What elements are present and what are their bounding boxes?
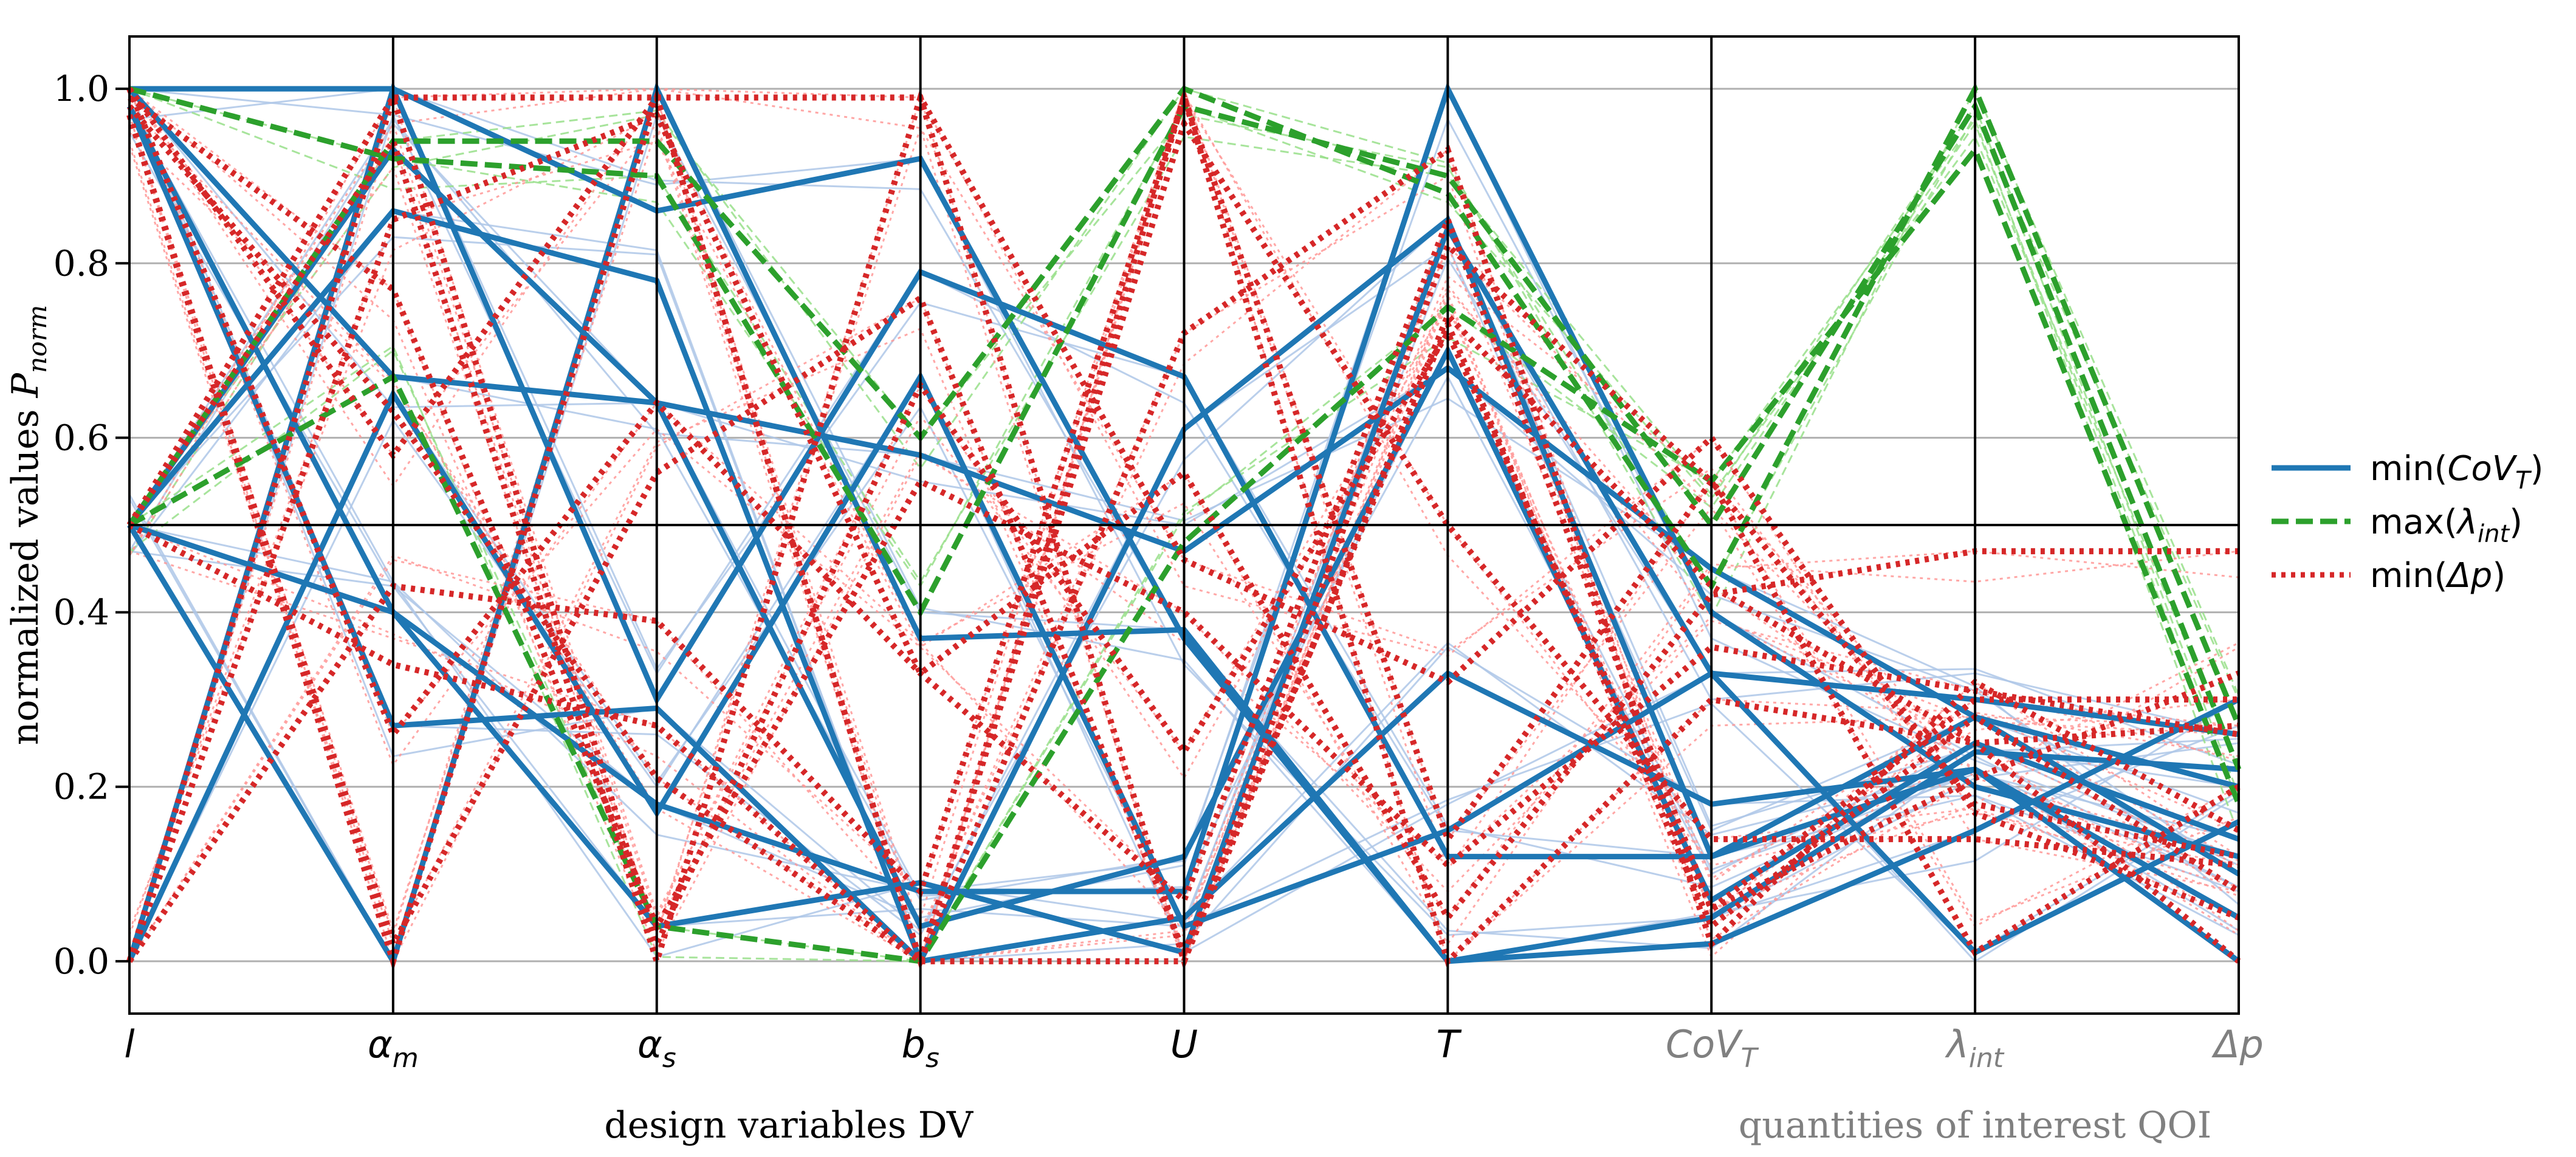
faint-line-min_dp-4-0 [128, 86, 2239, 963]
faint-line-min_dp-6-0 [128, 95, 2239, 941]
y-axis-label-main: normalized values [4, 397, 47, 745]
axis-labels: l αm αs bs U T CoVT λint Δp [124, 1022, 2264, 1074]
axis-label-lambda_int-main: λ [1945, 1022, 1969, 1066]
axis-label-delta_p: Δp [2211, 1022, 2264, 1066]
legend-entry-min_cov: min(CoVT) [2370, 449, 2543, 495]
y-tick-label-5: 1.0 [53, 68, 109, 109]
y-tick-labels: 0.0 0.2 0.4 0.6 0.8 1.0 [53, 68, 129, 982]
series-line-min_dp-1 [126, 87, 2239, 972]
legend-entry-min_dp-symbol: Δp [2445, 556, 2492, 596]
axis-label-b_s: bs [901, 1022, 939, 1074]
faint-line-min_dp-2-1 [128, 88, 2239, 902]
axis-label-alpha_m: αm [368, 1022, 419, 1074]
faint-line-min_dp-4-1 [128, 86, 2239, 963]
axis-label-l: l [124, 1022, 134, 1066]
series-line-min_dp-6 [126, 90, 2240, 952]
legend-entry-min_cov-sub: T [2515, 467, 2532, 495]
axis-label-alpha_s: αs [637, 1022, 676, 1074]
legend-entry-min_dp: min(Δp) [2370, 556, 2506, 596]
axis-label-CoV_T: CoVT [1666, 1022, 1759, 1074]
axis-label-alpha_s-sub: s [662, 1043, 676, 1074]
faint-line-min_dp-11-1 [129, 88, 2239, 955]
axis-label-b_s-sub: s [926, 1043, 939, 1074]
y-tick-label-4: 0.8 [53, 242, 109, 284]
legend-entry-min_cov-symbol: CoV [2447, 449, 2517, 489]
series-line-min_dp-8 [126, 111, 2239, 963]
legend-entry-min_dp-suffix: ) [2492, 556, 2506, 596]
y-axis-label-symbol: P [4, 372, 47, 398]
axis-label-alpha_m-main: α [368, 1022, 393, 1066]
series-line-min_dp-11 [128, 95, 2239, 933]
axis-label-CoV_T-main: CoV [1666, 1022, 1743, 1066]
axis-label-lambda_int-sub: int [1969, 1043, 2005, 1074]
axis-label-delta_p-main: Δp [2211, 1022, 2264, 1066]
faint-line-min_dp-8-1 [128, 140, 2239, 946]
axis-label-U: U [1170, 1022, 1198, 1066]
legend-entry-max_lambda-suffix: ) [2509, 503, 2523, 542]
legend-entry-max_lambda: max(λint) [2370, 503, 2523, 548]
y-tick-label-0: 0.0 [53, 941, 109, 982]
legend: min(CoVT)max(λint)min(Δp) [2272, 449, 2543, 596]
series-line-min_dp-2 [126, 88, 2239, 914]
axis-label-U-main: U [1170, 1022, 1198, 1066]
axis-label-b_s-main: b [901, 1022, 925, 1066]
y-tick-label-2: 0.4 [53, 592, 109, 633]
legend-entry-min_cov-prefix: min( [2370, 449, 2447, 489]
y-axis-label: normalized values Pnorm [4, 305, 52, 746]
axis-label-T-main: T [1436, 1022, 1461, 1066]
axis-label-l-main: l [124, 1022, 134, 1066]
faint-line-min_dp-3-0 [128, 126, 2239, 934]
legend-entry-max_lambda-symbol: λ [2456, 503, 2478, 542]
faint-line-min_dp-6-1 [128, 122, 2239, 921]
legend-entry-min_dp-prefix: min( [2370, 556, 2447, 596]
legend-entry-max_lambda-sub: int [2478, 520, 2510, 548]
axis-label-T: T [1436, 1022, 1461, 1066]
faint-line-max_lambda-1-1 [129, 122, 2240, 963]
y-tick-label-1: 0.2 [53, 766, 109, 808]
axis-label-CoV_T-sub: T [1741, 1043, 1759, 1074]
legend-entry-min_cov-suffix: ) [2530, 449, 2544, 489]
axis-label-alpha_s-main: α [637, 1022, 662, 1066]
legend-entry-max_lambda-prefix: max( [2370, 503, 2458, 542]
group-label-dv: design variables DV [604, 1104, 974, 1147]
y-tick-label-3: 0.6 [53, 417, 109, 458]
group-label-qoi: quantities of interest QOI [1739, 1104, 2212, 1147]
axis-label-lambda_int: λint [1945, 1022, 2005, 1074]
axis-label-alpha_m-sub: m [393, 1043, 419, 1074]
y-axis-label-sub: norm [22, 305, 52, 373]
plot-frame [128, 35, 2240, 1015]
